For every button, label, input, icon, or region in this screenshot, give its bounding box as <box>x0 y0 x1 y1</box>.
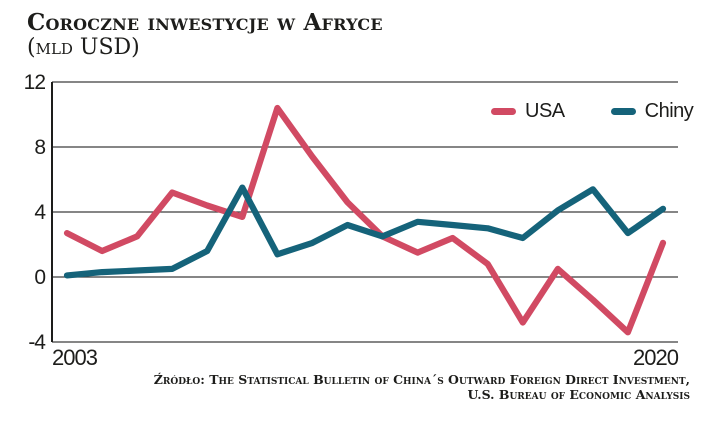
series-line-chiny <box>63 184 667 279</box>
y-tick-label-0: 0 <box>34 266 45 289</box>
usa-line-swatch-icon <box>491 107 516 115</box>
legend-label-usa: USA <box>525 100 565 122</box>
y-tick-label-8: 8 <box>34 136 45 159</box>
x-tick-label-left: 2003 <box>52 345 98 370</box>
legend-item-usa: USA <box>491 101 565 121</box>
source-note: Źródło: The Statistical Bulletin of Chin… <box>90 372 690 402</box>
chart-subtitle: (mld USD) <box>27 35 140 60</box>
legend: USA Chiny <box>491 100 694 122</box>
y-tick-label-12: 12 <box>24 71 46 94</box>
chart-title: Coroczne inwestycje w Afryce <box>27 9 383 36</box>
source-line-2: U.S. Bureau of Economic Analysis <box>467 387 691 402</box>
y-tick-label--4: -4 <box>28 331 46 354</box>
source-line-1: Źródło: The Statistical Bulletin of Chin… <box>153 372 690 387</box>
chiny-line-swatch-icon <box>610 107 636 115</box>
y-tick-label-4: 4 <box>34 201 46 224</box>
series-line-usa <box>63 104 667 336</box>
x-tick-label-right: 2020 <box>633 345 679 370</box>
legend-label-chiny: Chiny <box>644 100 694 122</box>
legend-item-chiny: Chiny <box>610 100 694 122</box>
